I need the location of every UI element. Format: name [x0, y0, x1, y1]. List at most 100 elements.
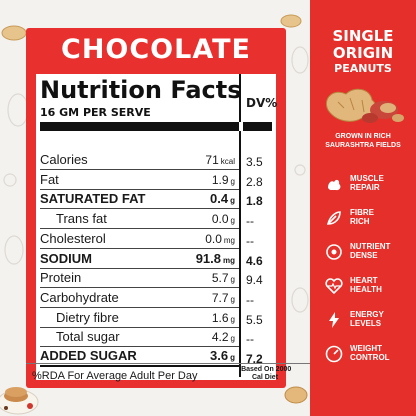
feature-item: HEART HEALTH [324, 274, 416, 300]
side-panel: SINGLE ORIGIN PEANUTS GROWN IN RICH SAUR… [310, 0, 416, 416]
nutrient-unit: mg [223, 255, 235, 265]
grown-line1: GROWN IN RICH [335, 133, 391, 140]
dv-value: -- [246, 233, 254, 248]
nutrition-card: CHOCOLATE Nutrition Facts 16 GM PER SERV… [26, 28, 286, 388]
rda-note-line1: (Based On 2000 [238, 366, 292, 373]
nutrient-row: SODIUM 91.8 mg [40, 251, 239, 269]
feature-label-line1: HEART [350, 276, 378, 285]
nutrient-row: Total sugar 4.2 g [40, 329, 239, 348]
divider-gap [239, 122, 243, 131]
fibre-icon [326, 211, 341, 225]
feature-label-line2: CONTROL [350, 353, 390, 362]
peanut-top-right-icon [280, 14, 302, 28]
nutrient-value: 5.7 g [212, 271, 235, 285]
nutrient-amount: 7.7 [211, 290, 229, 305]
nutrient-unit: mg [223, 235, 235, 245]
nutrient-value: 91.8 mg [196, 251, 235, 266]
nutrient-value: 0.0 g [212, 212, 235, 226]
nutrient-row: Dietry fibre 1.6 g [40, 310, 239, 328]
nutrient-value: 0.4 g [210, 191, 235, 206]
nutrient-label: Dietry fibre [56, 309, 119, 325]
nutrient-label: SATURATED FAT [40, 191, 146, 207]
feature-item: ENERGY LEVELS [324, 308, 416, 334]
dv-value: 1.8 [246, 194, 263, 209]
flavor-title: CHOCOLATE [61, 34, 251, 65]
grown-text: GROWN IN RICH SAURASHTRA FIELDS [314, 132, 412, 150]
feature-label-line1: ENERGY [350, 310, 384, 319]
nutrient-label: Calories [40, 152, 88, 167]
nutrient-unit: g [230, 334, 235, 344]
nutrient-unit: g [230, 314, 235, 324]
dv-header-box [239, 74, 276, 122]
nutrient-label: Cholesterol [40, 230, 106, 246]
feature-label-line2: HEALTH [350, 285, 382, 294]
nutrient-row: SATURATED FAT 0.4 g [40, 191, 239, 210]
nutrient-amount: 5.7 [211, 271, 229, 286]
side-title-line3: PEANUTS [334, 62, 392, 75]
nutrient-value: 4.2 g [212, 330, 235, 344]
feature-label-line2: REPAIR [350, 183, 380, 192]
feature-label: NUTRIENT DENSE [350, 242, 416, 260]
nutrient-unit: g [230, 353, 235, 362]
peanut-illustration-icon [326, 88, 404, 123]
feature-label: ENERGY LEVELS [350, 310, 416, 328]
serving-size: 16 GM PER SERVE [40, 106, 151, 119]
nutrient-row: Calories 71 kcal [40, 152, 239, 170]
nutrient-amount: 4.2 [211, 330, 229, 345]
side-title: SINGLE ORIGIN PEANUTS [310, 27, 416, 76]
dv-value: 5.5 [246, 312, 263, 327]
dv-value: 9.4 [246, 273, 263, 288]
dv-value: 4.6 [246, 253, 263, 268]
feature-item: NUTRIENT DENSE [324, 240, 416, 266]
feature-label-line2: RICH [350, 217, 370, 226]
nutrient-unit: g [230, 196, 235, 206]
feature-label-line2: DENSE [350, 251, 378, 260]
feature-label: WEIGHT CONTROL [350, 344, 416, 362]
pancake-plate-icon [0, 387, 39, 415]
nutrient-amount: 0.4 [210, 191, 229, 207]
divider-thick [40, 122, 272, 131]
feature-item: WEIGHT CONTROL [324, 342, 416, 368]
nutrient-value: 1.9 g [212, 173, 235, 187]
dv-value: -- [246, 214, 254, 229]
nutrient-unit: g [230, 294, 235, 304]
dv-value: -- [246, 332, 254, 347]
nutrient-amount: 0.0 [211, 212, 229, 227]
dv-value: 2.8 [246, 174, 263, 189]
dv-heading: DV% [246, 96, 278, 110]
feature-label-line2: LEVELS [350, 319, 382, 328]
nutrient-amount: 91.8 [195, 250, 221, 266]
nutrient-icon [326, 244, 342, 260]
nutrient-unit: g [230, 216, 235, 226]
nutrient-row: Trans fat 0.0 g [40, 211, 239, 230]
nutrient-row: Cholesterol 0.0 mg [40, 231, 239, 249]
nutrient-value: 0.0 mg [205, 232, 235, 246]
feature-label-line1: MUSCLE [350, 174, 384, 183]
nutrient-label: ADDED SUGAR [40, 348, 137, 363]
feature-label: HEART HEALTH [350, 276, 416, 294]
nutrient-amount: 71 [205, 153, 219, 167]
dv-value: -- [246, 292, 254, 307]
nutrient-value: 71 kcal [205, 153, 235, 167]
side-title-line1: SINGLE [332, 27, 394, 45]
footer-divider [26, 363, 312, 364]
nutrient-row: Protein 5.7 g [40, 270, 239, 289]
rda-text: %RDA For Average Adult Per Day [32, 370, 198, 382]
nutrient-row: Carbohydrate 7.7 g [40, 290, 239, 308]
feature-item: FIBRE RICH [324, 206, 416, 232]
nutrient-unit: kcal [220, 157, 235, 166]
side-title-line2: ORIGIN [332, 44, 394, 62]
weight-icon [325, 345, 343, 363]
energy-icon [329, 312, 339, 328]
nutrient-label: Total sugar [56, 329, 120, 345]
feature-label-line1: FIBRE [350, 208, 374, 217]
nutrition-facts-heading: Nutrition Facts [40, 76, 242, 104]
nutrient-amount: 0.0 [205, 231, 222, 246]
nutrient-label: Fat [40, 171, 59, 187]
nutrient-value: 1.6 g [212, 311, 235, 325]
grown-line2: SAURASHTRA FIELDS [325, 142, 401, 149]
dv-value: 3.5 [246, 155, 263, 169]
nutrition-panel: Nutrition Facts 16 GM PER SERVE DV% Calo… [36, 74, 278, 380]
column-divider [239, 131, 241, 377]
dv-value: 7.2 [246, 352, 263, 366]
